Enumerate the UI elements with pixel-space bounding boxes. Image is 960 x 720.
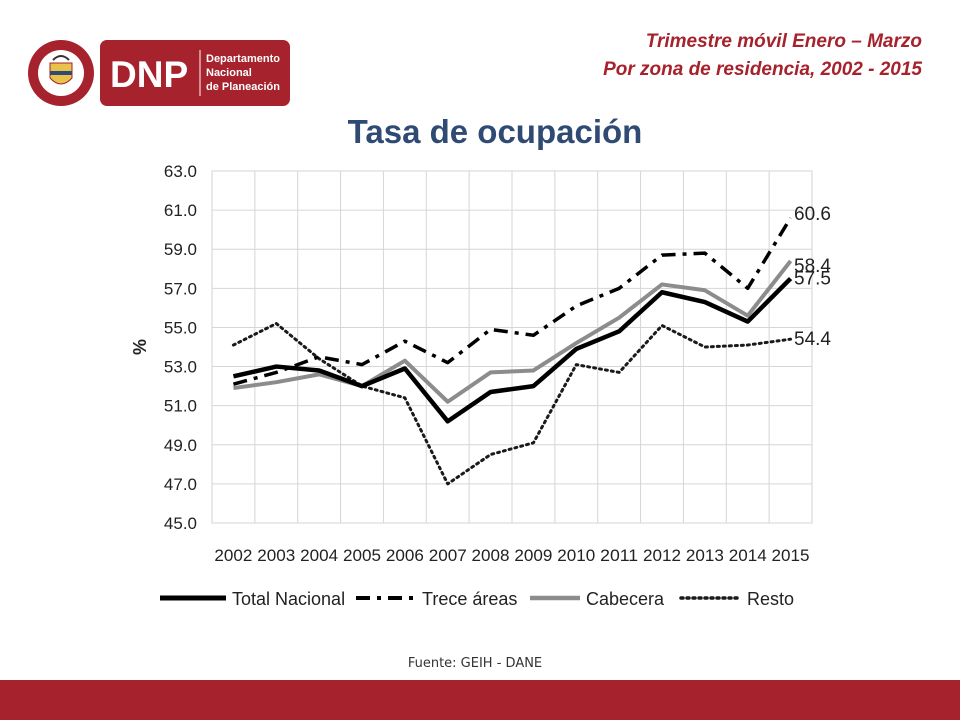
page-title: Tasa de ocupación	[347, 113, 643, 150]
dnp-logo: DNP Departamento Nacional de Planeación	[28, 40, 290, 106]
legend-label: Resto	[747, 589, 794, 609]
series-line-total-nacional	[232, 276, 793, 424]
x-tick-label: 2014	[729, 546, 767, 565]
legend-label: Cabecera	[586, 589, 665, 609]
x-tick-label: 2004	[300, 546, 338, 565]
x-tick-label: 2015	[772, 546, 810, 565]
y-tick-label: 63.0	[164, 162, 197, 181]
line-chart: 45.0 47.0 49.0 51.0 53.0 55.0 57.0 59.0 61.0 63.0…	[130, 162, 831, 609]
subtitle-line-2: Por zona de residencia, 2002 - 2015	[603, 59, 922, 80]
y-tick-label: 53.0	[164, 358, 197, 377]
y-tick-label: 47.0	[164, 475, 197, 494]
x-tick-label: 2010	[557, 546, 595, 565]
y-tick-label: 55.0	[164, 318, 197, 337]
source-note: Fuente: GEIH - DANE	[407, 656, 543, 671]
x-tick-label: 2005	[343, 546, 381, 565]
x-tick-label: 2002	[214, 546, 252, 565]
logo-name-line-2: Nacional	[206, 67, 252, 79]
data-label: 57.5	[794, 269, 831, 290]
x-tick-label: 2003	[257, 546, 295, 565]
logo-acronym: DNP	[110, 54, 188, 95]
footer-bar	[0, 680, 960, 720]
series-line-resto	[231, 322, 793, 486]
y-tick-label: 45.0	[164, 514, 197, 533]
legend-label: Total Nacional	[232, 589, 345, 609]
y-tick-label: 59.0	[164, 240, 197, 259]
y-tick-label: 49.0	[164, 436, 197, 455]
series-line-cabecera	[233, 259, 793, 404]
legend-label: Trece áreas	[422, 589, 517, 609]
y-tick-label: 51.0	[164, 397, 197, 416]
logo-name-line-1: Departamento	[206, 53, 280, 65]
series-line-trece-áreas	[232, 217, 793, 386]
x-tick-label: 2006	[386, 546, 424, 565]
x-tick-label: 2008	[472, 546, 510, 565]
y-tick-label: 57.0	[164, 279, 197, 298]
x-tick-label: 2009	[514, 546, 552, 565]
data-label: 54.4	[794, 329, 831, 350]
y-axis-label: %	[130, 339, 150, 355]
y-tick-label: 61.0	[164, 201, 197, 220]
slide-subtitle: Trimestre móvil Enero – Marzo Por zona d…	[603, 28, 922, 84]
x-tick-label: 2011	[600, 546, 638, 565]
x-tick-label: 2013	[686, 546, 724, 565]
x-tick-label: 2007	[429, 546, 467, 565]
data-label: 60.6	[794, 204, 831, 225]
x-tick-label: 2012	[643, 546, 681, 565]
subtitle-line-1: Trimestre móvil Enero – Marzo	[645, 31, 922, 52]
logo-name-line-3: de Planeación	[206, 81, 280, 93]
data-label: 58.4	[794, 256, 831, 277]
